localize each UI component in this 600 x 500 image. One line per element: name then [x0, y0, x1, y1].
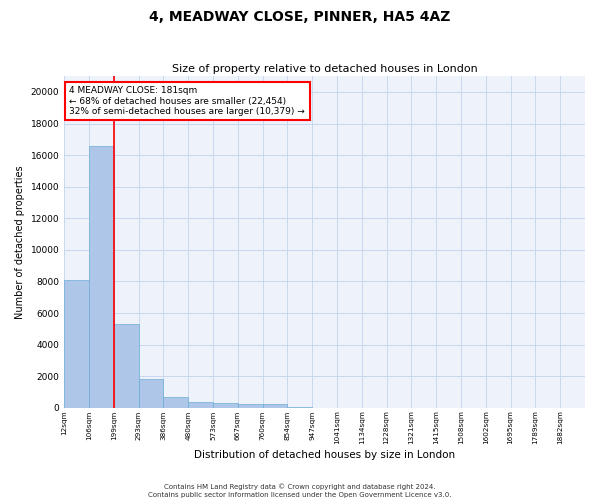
Bar [188, 402, 213, 408]
Text: 4, MEADWAY CLOSE, PINNER, HA5 4AZ: 4, MEADWAY CLOSE, PINNER, HA5 4AZ [149, 10, 451, 24]
Bar [114, 324, 139, 408]
Text: 4 MEADWAY CLOSE: 181sqm
← 68% of detached houses are smaller (22,454)
32% of sem: 4 MEADWAY CLOSE: 181sqm ← 68% of detache… [70, 86, 305, 116]
Bar [263, 404, 287, 408]
Y-axis label: Number of detached properties: Number of detached properties [15, 165, 25, 319]
Bar [89, 146, 114, 408]
Bar [287, 407, 312, 408]
Bar [238, 404, 263, 408]
Text: Contains HM Land Registry data © Crown copyright and database right 2024.
Contai: Contains HM Land Registry data © Crown c… [148, 484, 452, 498]
Bar [139, 378, 163, 408]
X-axis label: Distribution of detached houses by size in London: Distribution of detached houses by size … [194, 450, 455, 460]
Title: Size of property relative to detached houses in London: Size of property relative to detached ho… [172, 64, 478, 74]
Bar [64, 280, 89, 408]
Bar [213, 404, 238, 408]
Bar [163, 396, 188, 408]
